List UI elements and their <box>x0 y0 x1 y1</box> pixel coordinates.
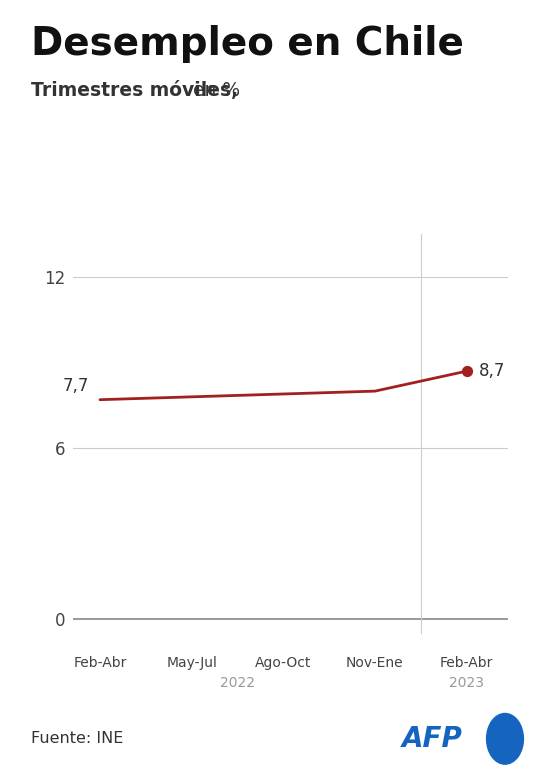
Text: 8,7: 8,7 <box>478 362 505 380</box>
Text: Nov-Ene: Nov-Ene <box>346 656 404 670</box>
Text: Feb-Abr: Feb-Abr <box>440 656 493 670</box>
Text: en %: en % <box>187 81 240 100</box>
Text: Ago-Oct: Ago-Oct <box>255 656 311 670</box>
Text: 7,7: 7,7 <box>62 377 89 396</box>
Text: 2023: 2023 <box>449 676 484 690</box>
Text: May-Jul: May-Jul <box>166 656 217 670</box>
Text: Feb-Abr: Feb-Abr <box>73 656 127 670</box>
Point <box>462 365 471 377</box>
Text: AFP: AFP <box>402 725 463 753</box>
Text: Trimestres móviles,: Trimestres móviles, <box>31 81 238 100</box>
Text: 2022: 2022 <box>220 676 255 690</box>
Text: Desempleo en Chile: Desempleo en Chile <box>31 25 464 62</box>
Text: Fuente: INE: Fuente: INE <box>31 731 123 746</box>
